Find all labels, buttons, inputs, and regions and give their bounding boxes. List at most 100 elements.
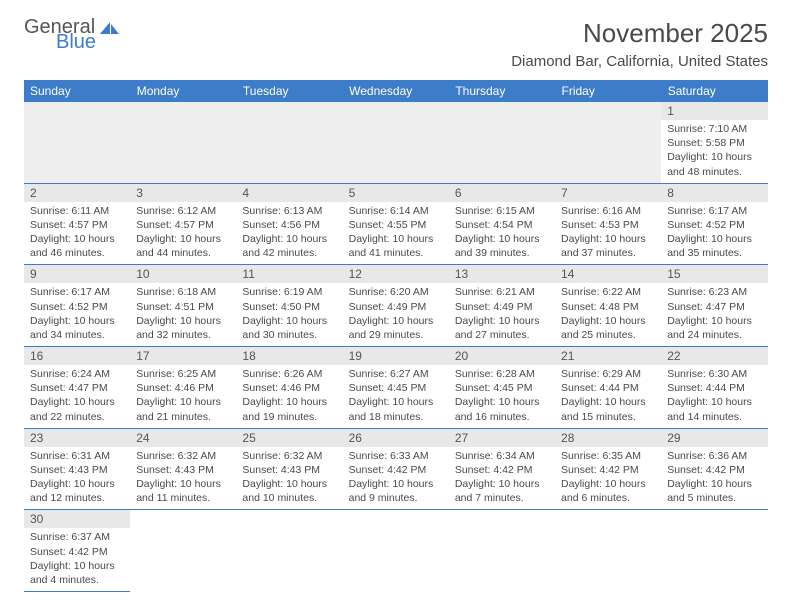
calendar-cell: 22Sunrise: 6:30 AMSunset: 4:44 PMDayligh… bbox=[661, 347, 767, 429]
day-details: Sunrise: 6:13 AMSunset: 4:56 PMDaylight:… bbox=[236, 202, 342, 265]
day-number: 25 bbox=[236, 429, 342, 447]
logo-word-blue: Blue bbox=[56, 33, 121, 52]
calendar-cell bbox=[555, 102, 661, 183]
day-details: Sunrise: 6:20 AMSunset: 4:49 PMDaylight:… bbox=[343, 283, 449, 346]
calendar-cell: 24Sunrise: 6:32 AMSunset: 4:43 PMDayligh… bbox=[130, 428, 236, 510]
calendar-cell: 14Sunrise: 6:22 AMSunset: 4:48 PMDayligh… bbox=[555, 265, 661, 347]
calendar-cell: 27Sunrise: 6:34 AMSunset: 4:42 PMDayligh… bbox=[449, 428, 555, 510]
calendar-cell: 7Sunrise: 6:16 AMSunset: 4:53 PMDaylight… bbox=[555, 183, 661, 265]
calendar-cell: 13Sunrise: 6:21 AMSunset: 4:49 PMDayligh… bbox=[449, 265, 555, 347]
day-number: 28 bbox=[555, 429, 661, 447]
title-block: November 2025 Diamond Bar, California, U… bbox=[511, 18, 768, 74]
day-details: Sunrise: 6:17 AMSunset: 4:52 PMDaylight:… bbox=[661, 202, 767, 265]
day-details: Sunrise: 6:29 AMSunset: 4:44 PMDaylight:… bbox=[555, 365, 661, 428]
calendar-cell: 19Sunrise: 6:27 AMSunset: 4:45 PMDayligh… bbox=[343, 347, 449, 429]
calendar-cell: 11Sunrise: 6:19 AMSunset: 4:50 PMDayligh… bbox=[236, 265, 342, 347]
day-details: Sunrise: 6:18 AMSunset: 4:51 PMDaylight:… bbox=[130, 283, 236, 346]
calendar-cell: 30Sunrise: 6:37 AMSunset: 4:42 PMDayligh… bbox=[24, 510, 130, 592]
weekday-header: Tuesday bbox=[236, 80, 342, 102]
day-details: Sunrise: 6:26 AMSunset: 4:46 PMDaylight:… bbox=[236, 365, 342, 428]
calendar-cell bbox=[343, 510, 449, 592]
day-number: 12 bbox=[343, 265, 449, 283]
calendar-cell bbox=[130, 510, 236, 592]
day-number: 23 bbox=[24, 429, 130, 447]
day-number: 18 bbox=[236, 347, 342, 365]
calendar-cell: 9Sunrise: 6:17 AMSunset: 4:52 PMDaylight… bbox=[24, 265, 130, 347]
day-number: 6 bbox=[449, 184, 555, 202]
calendar-row: 16Sunrise: 6:24 AMSunset: 4:47 PMDayligh… bbox=[24, 347, 768, 429]
weekday-header: Saturday bbox=[661, 80, 767, 102]
calendar-cell: 16Sunrise: 6:24 AMSunset: 4:47 PMDayligh… bbox=[24, 347, 130, 429]
calendar-cell: 18Sunrise: 6:26 AMSunset: 4:46 PMDayligh… bbox=[236, 347, 342, 429]
calendar-cell: 8Sunrise: 6:17 AMSunset: 4:52 PMDaylight… bbox=[661, 183, 767, 265]
day-number: 13 bbox=[449, 265, 555, 283]
calendar-cell: 3Sunrise: 6:12 AMSunset: 4:57 PMDaylight… bbox=[130, 183, 236, 265]
day-details: Sunrise: 6:14 AMSunset: 4:55 PMDaylight:… bbox=[343, 202, 449, 265]
calendar-row: 9Sunrise: 6:17 AMSunset: 4:52 PMDaylight… bbox=[24, 265, 768, 347]
calendar-row: 2Sunrise: 6:11 AMSunset: 4:57 PMDaylight… bbox=[24, 183, 768, 265]
day-details: Sunrise: 6:17 AMSunset: 4:52 PMDaylight:… bbox=[24, 283, 130, 346]
calendar-cell bbox=[343, 102, 449, 183]
day-details: Sunrise: 6:16 AMSunset: 4:53 PMDaylight:… bbox=[555, 202, 661, 265]
calendar-cell: 17Sunrise: 6:25 AMSunset: 4:46 PMDayligh… bbox=[130, 347, 236, 429]
calendar-cell: 26Sunrise: 6:33 AMSunset: 4:42 PMDayligh… bbox=[343, 428, 449, 510]
day-details: Sunrise: 6:22 AMSunset: 4:48 PMDaylight:… bbox=[555, 283, 661, 346]
day-number: 30 bbox=[24, 510, 130, 528]
day-details: Sunrise: 6:25 AMSunset: 4:46 PMDaylight:… bbox=[130, 365, 236, 428]
day-details: Sunrise: 6:30 AMSunset: 4:44 PMDaylight:… bbox=[661, 365, 767, 428]
calendar-cell: 15Sunrise: 6:23 AMSunset: 4:47 PMDayligh… bbox=[661, 265, 767, 347]
calendar-cell: 28Sunrise: 6:35 AMSunset: 4:42 PMDayligh… bbox=[555, 428, 661, 510]
day-details: Sunrise: 6:36 AMSunset: 4:42 PMDaylight:… bbox=[661, 447, 767, 510]
day-number: 21 bbox=[555, 347, 661, 365]
calendar-cell: 10Sunrise: 6:18 AMSunset: 4:51 PMDayligh… bbox=[130, 265, 236, 347]
calendar-cell: 21Sunrise: 6:29 AMSunset: 4:44 PMDayligh… bbox=[555, 347, 661, 429]
day-number: 4 bbox=[236, 184, 342, 202]
day-details: Sunrise: 6:24 AMSunset: 4:47 PMDaylight:… bbox=[24, 365, 130, 428]
month-title: November 2025 bbox=[511, 18, 768, 49]
day-number: 1 bbox=[661, 102, 767, 120]
day-number: 10 bbox=[130, 265, 236, 283]
day-number: 14 bbox=[555, 265, 661, 283]
calendar-cell bbox=[449, 102, 555, 183]
calendar-cell bbox=[661, 510, 767, 592]
calendar-cell bbox=[555, 510, 661, 592]
calendar-row: 1Sunrise: 7:10 AMSunset: 5:58 PMDaylight… bbox=[24, 102, 768, 183]
weekday-header: Friday bbox=[555, 80, 661, 102]
weekday-header-row: SundayMondayTuesdayWednesdayThursdayFrid… bbox=[24, 80, 768, 102]
day-number: 17 bbox=[130, 347, 236, 365]
day-details: Sunrise: 6:28 AMSunset: 4:45 PMDaylight:… bbox=[449, 365, 555, 428]
day-details: Sunrise: 6:31 AMSunset: 4:43 PMDaylight:… bbox=[24, 447, 130, 510]
calendar-cell bbox=[130, 102, 236, 183]
day-number: 26 bbox=[343, 429, 449, 447]
day-number: 15 bbox=[661, 265, 767, 283]
weekday-header: Thursday bbox=[449, 80, 555, 102]
calendar-cell: 20Sunrise: 6:28 AMSunset: 4:45 PMDayligh… bbox=[449, 347, 555, 429]
calendar-cell: 1Sunrise: 7:10 AMSunset: 5:58 PMDaylight… bbox=[661, 102, 767, 183]
calendar-cell bbox=[449, 510, 555, 592]
day-details: Sunrise: 6:33 AMSunset: 4:42 PMDaylight:… bbox=[343, 447, 449, 510]
calendar-cell bbox=[236, 510, 342, 592]
day-number: 2 bbox=[24, 184, 130, 202]
day-number: 27 bbox=[449, 429, 555, 447]
weekday-header: Wednesday bbox=[343, 80, 449, 102]
day-number: 19 bbox=[343, 347, 449, 365]
day-details: Sunrise: 6:21 AMSunset: 4:49 PMDaylight:… bbox=[449, 283, 555, 346]
calendar-cell bbox=[24, 102, 130, 183]
calendar-row: 30Sunrise: 6:37 AMSunset: 4:42 PMDayligh… bbox=[24, 510, 768, 592]
day-number: 29 bbox=[661, 429, 767, 447]
day-details: Sunrise: 6:35 AMSunset: 4:42 PMDaylight:… bbox=[555, 447, 661, 510]
calendar-cell: 4Sunrise: 6:13 AMSunset: 4:56 PMDaylight… bbox=[236, 183, 342, 265]
calendar-row: 23Sunrise: 6:31 AMSunset: 4:43 PMDayligh… bbox=[24, 428, 768, 510]
day-details: Sunrise: 6:34 AMSunset: 4:42 PMDaylight:… bbox=[449, 447, 555, 510]
calendar-cell: 12Sunrise: 6:20 AMSunset: 4:49 PMDayligh… bbox=[343, 265, 449, 347]
weekday-header: Sunday bbox=[24, 80, 130, 102]
day-number: 9 bbox=[24, 265, 130, 283]
day-details: Sunrise: 7:10 AMSunset: 5:58 PMDaylight:… bbox=[661, 120, 767, 183]
day-number: 5 bbox=[343, 184, 449, 202]
day-number: 24 bbox=[130, 429, 236, 447]
day-details: Sunrise: 6:32 AMSunset: 4:43 PMDaylight:… bbox=[130, 447, 236, 510]
calendar-cell bbox=[236, 102, 342, 183]
day-number: 11 bbox=[236, 265, 342, 283]
day-details: Sunrise: 6:11 AMSunset: 4:57 PMDaylight:… bbox=[24, 202, 130, 265]
weekday-header: Monday bbox=[130, 80, 236, 102]
